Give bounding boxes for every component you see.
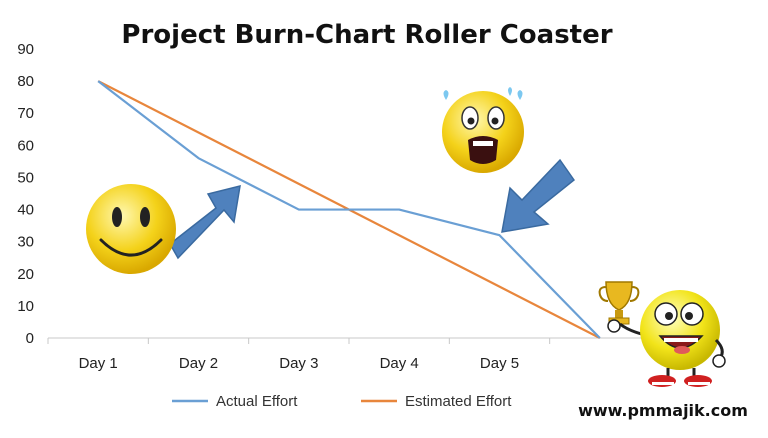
series-line-actual-effort bbox=[97, 80, 601, 339]
y-tick-label: 70 bbox=[17, 105, 34, 122]
chart-axes: 0 10 20 30 40 50 60 70 80 90 Day 1 Day 2 Day 3 Day 4 D… bbox=[17, 41, 651, 372]
y-tick-label: 60 bbox=[17, 137, 34, 154]
y-tick-label: 10 bbox=[17, 298, 34, 315]
legend-label: Estimated Effort bbox=[405, 393, 512, 410]
up-arrow-icon bbox=[169, 184, 241, 260]
chart-title: Project Burn-Chart Roller Coaster bbox=[121, 20, 612, 50]
trophy-winner-icon bbox=[598, 281, 726, 387]
y-tick-label: 80 bbox=[17, 73, 34, 90]
website-label: www.pmmajik.com bbox=[578, 401, 748, 420]
y-tick-label: 0 bbox=[26, 330, 34, 347]
y-tick-label: 50 bbox=[17, 169, 34, 186]
chart-series bbox=[97, 80, 601, 339]
x-tick-label: Day 4 bbox=[380, 355, 419, 372]
x-tick-label: Day 1 bbox=[79, 355, 118, 372]
y-tick-label: 20 bbox=[17, 266, 34, 283]
y-tick-label: 90 bbox=[17, 41, 34, 58]
legend-label: Actual Effort bbox=[216, 393, 298, 410]
y-tick-label: 30 bbox=[17, 234, 34, 251]
x-tick-label: Day 3 bbox=[279, 355, 318, 372]
x-tick-label: Day 5 bbox=[480, 355, 519, 372]
down-arrow-icon bbox=[501, 158, 576, 233]
scared-face-icon bbox=[442, 87, 524, 173]
y-tick-label: 40 bbox=[17, 202, 34, 219]
x-tick-label: Day 2 bbox=[179, 355, 218, 372]
chart-legend: Actual Effort Estimated Effort bbox=[172, 393, 512, 410]
smiley-face-icon bbox=[86, 184, 176, 274]
